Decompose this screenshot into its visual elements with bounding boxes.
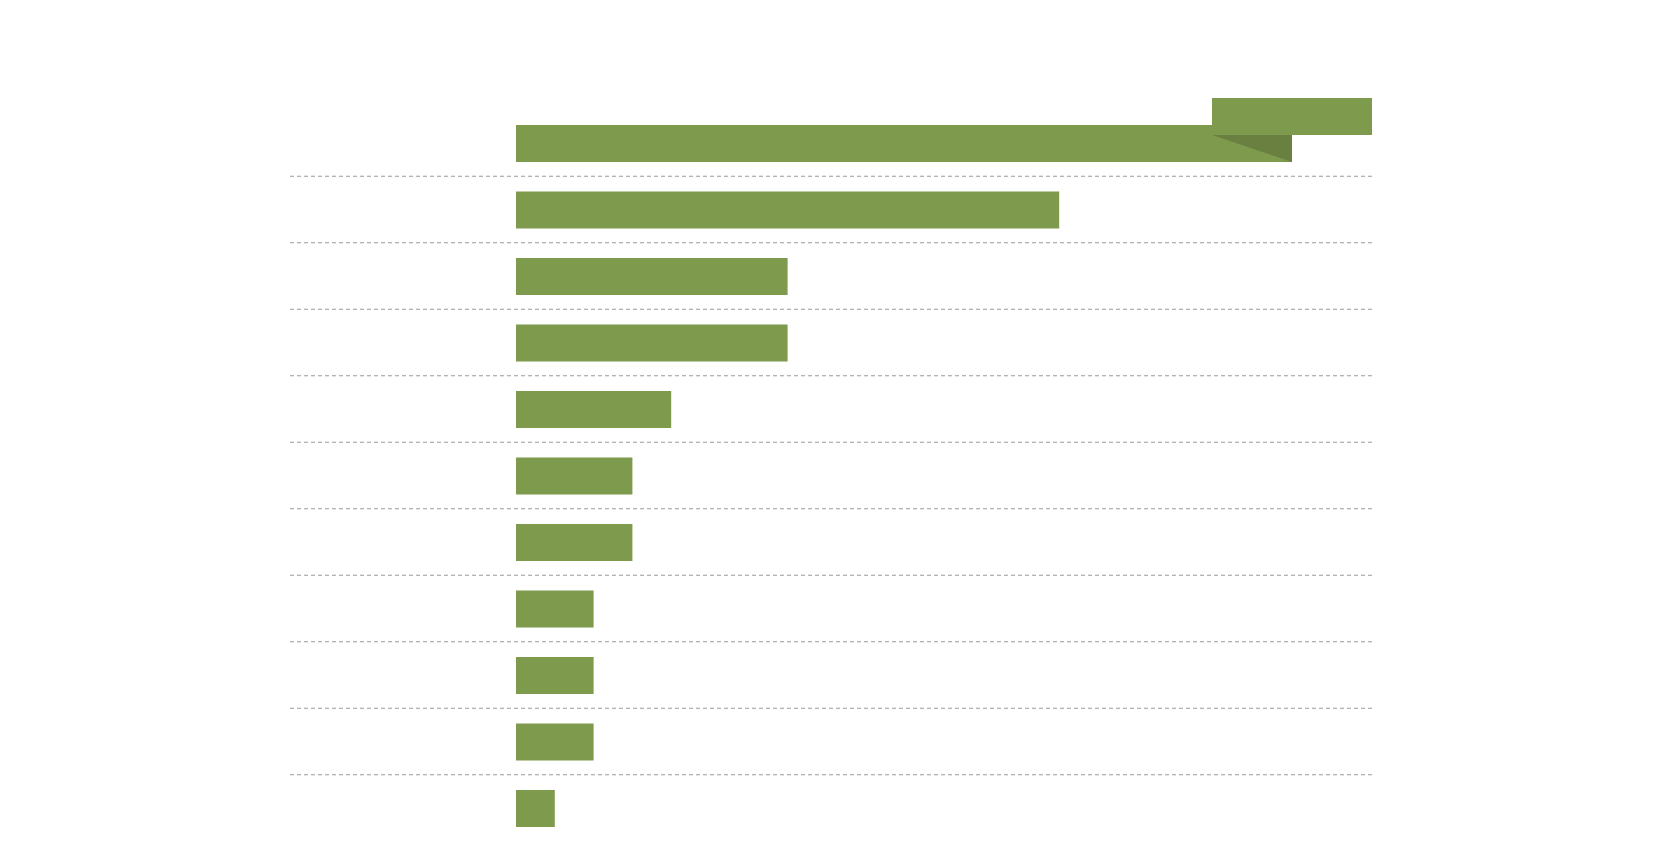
- bar: [516, 657, 594, 694]
- bar: [516, 324, 788, 362]
- bar: [516, 590, 594, 628]
- bars: [516, 125, 1292, 827]
- bar: [516, 723, 594, 761]
- ribbon-decoration: [1212, 98, 1372, 162]
- bar: [516, 457, 633, 495]
- bar: [516, 191, 1060, 229]
- ribbon-fold: [1212, 135, 1292, 162]
- ribbon-flag: [1212, 98, 1372, 135]
- bar: [516, 125, 1292, 162]
- bar: [516, 391, 672, 428]
- grid-lines: [290, 175, 1372, 776]
- bar: [516, 524, 633, 561]
- bar: [516, 258, 788, 295]
- bar: [516, 790, 555, 827]
